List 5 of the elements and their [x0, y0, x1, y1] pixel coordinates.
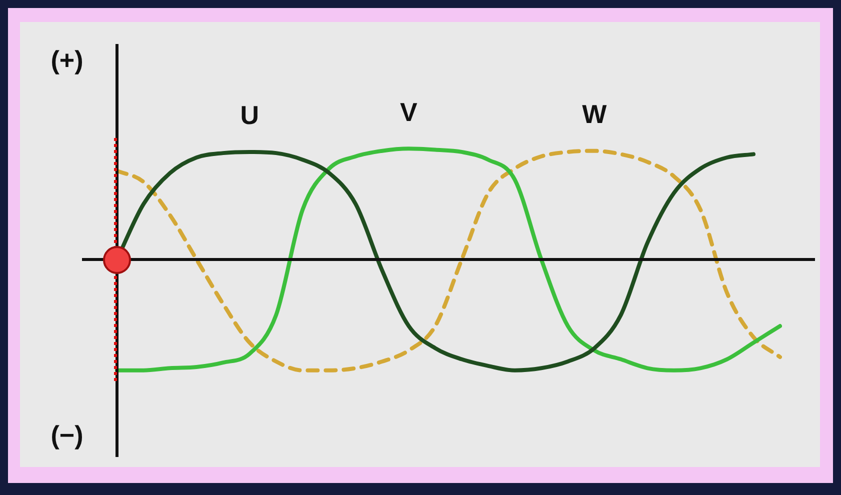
text: (−): [50, 420, 84, 450]
series-label: V: [400, 96, 418, 127]
series-label: U: [240, 100, 259, 130]
series-label: W: [582, 99, 608, 130]
text: (+): [50, 45, 84, 76]
